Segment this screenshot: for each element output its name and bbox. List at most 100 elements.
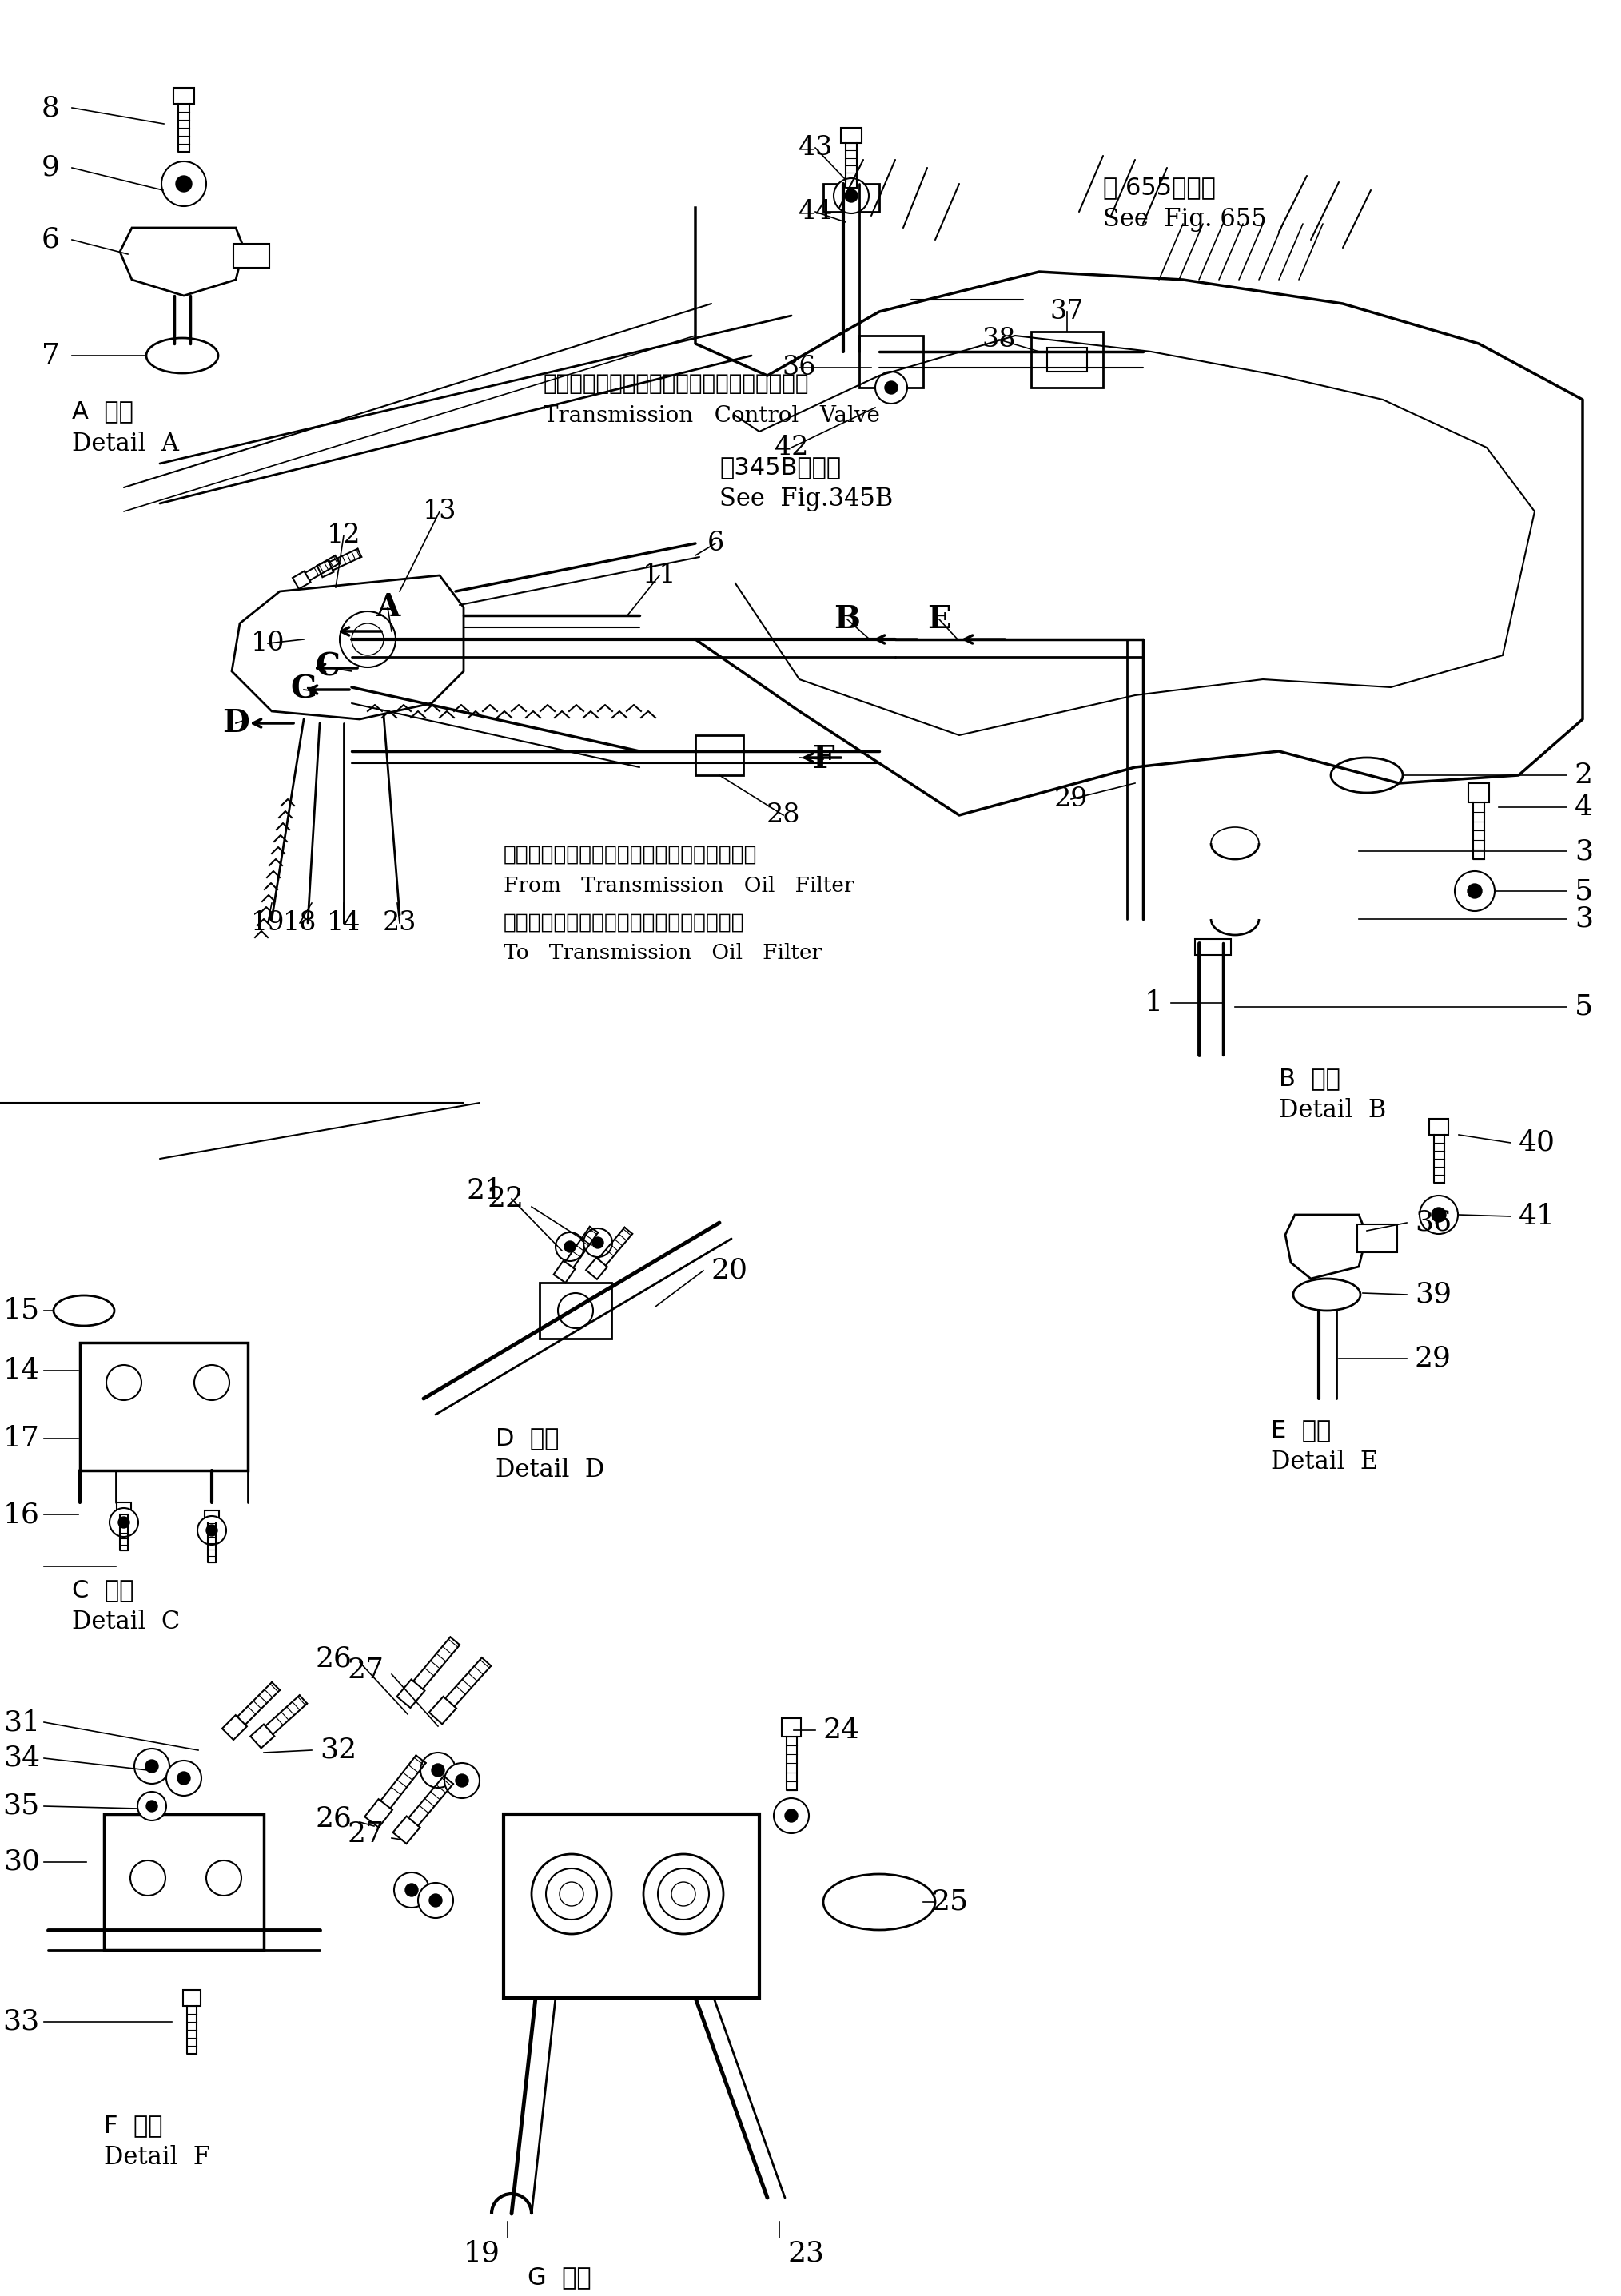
Circle shape	[456, 1775, 468, 1786]
Polygon shape	[292, 572, 311, 590]
Bar	[1195, 939, 1230, 955]
Polygon shape	[430, 1697, 457, 1724]
Circle shape	[340, 611, 396, 668]
Ellipse shape	[1294, 1279, 1360, 1311]
Ellipse shape	[53, 1295, 115, 1325]
Polygon shape	[120, 227, 243, 296]
Circle shape	[430, 1894, 443, 1906]
Text: 13: 13	[423, 498, 457, 523]
Text: 24: 24	[823, 1717, 861, 1743]
Text: D  詳細: D 詳細	[496, 1426, 559, 1451]
Circle shape	[177, 1773, 190, 1784]
Text: トランスミッション　オイル　フィルタへ: トランスミッション オイル フィルタへ	[504, 912, 744, 934]
Circle shape	[118, 1518, 130, 1529]
Circle shape	[130, 1860, 165, 1896]
Text: G  詳細: G 詳細	[527, 2266, 592, 2289]
Text: 7: 7	[42, 342, 60, 370]
Text: 42: 42	[775, 434, 809, 459]
Polygon shape	[173, 87, 195, 103]
Circle shape	[135, 1750, 170, 1784]
Text: 6: 6	[707, 530, 725, 556]
Polygon shape	[183, 1991, 201, 2007]
Circle shape	[1431, 1208, 1446, 1221]
Circle shape	[564, 1242, 575, 1251]
Text: 41: 41	[1519, 1203, 1556, 1231]
Circle shape	[644, 1855, 723, 1933]
Text: 30: 30	[3, 1848, 41, 1876]
Text: 35: 35	[3, 1793, 41, 1821]
Circle shape	[195, 1366, 230, 1401]
Bar	[1047, 347, 1088, 372]
Circle shape	[875, 372, 908, 404]
Text: 5: 5	[1574, 994, 1593, 1019]
Polygon shape	[781, 1717, 801, 1736]
Bar	[1031, 331, 1102, 388]
Circle shape	[885, 381, 898, 395]
Text: Detail  B: Detail B	[1279, 1097, 1386, 1123]
Text: C  詳細: C 詳細	[71, 1580, 135, 1603]
Text: 第 655図参照: 第 655図参照	[1102, 177, 1216, 200]
Circle shape	[546, 1869, 597, 1919]
Text: 14: 14	[327, 909, 360, 937]
Bar	[540, 1283, 611, 1339]
Circle shape	[833, 179, 869, 214]
Text: 6: 6	[42, 227, 60, 253]
Polygon shape	[222, 1715, 246, 1740]
Circle shape	[352, 622, 384, 654]
Text: 34: 34	[3, 1745, 41, 1773]
Text: 26: 26	[314, 1644, 352, 1671]
Text: 29: 29	[1054, 785, 1088, 813]
Text: C: C	[316, 652, 340, 682]
Circle shape	[146, 1800, 157, 1812]
Circle shape	[418, 1883, 454, 1917]
Circle shape	[420, 1752, 456, 1789]
Polygon shape	[318, 560, 334, 576]
Polygon shape	[1285, 1215, 1367, 1279]
Text: 27: 27	[347, 1821, 384, 1848]
Text: 31: 31	[3, 1708, 41, 1736]
Circle shape	[773, 1798, 809, 1832]
Circle shape	[671, 1883, 695, 1906]
Text: 19: 19	[251, 909, 285, 937]
Text: See  Fig. 655: See Fig. 655	[1102, 207, 1266, 232]
Text: 16: 16	[3, 1502, 41, 1529]
Circle shape	[592, 1238, 603, 1249]
Bar	[504, 1814, 759, 1998]
Text: E: E	[927, 604, 952, 634]
Text: トランスミッション　オイル　フィルタから: トランスミッション オイル フィルタから	[504, 845, 757, 866]
Circle shape	[206, 1525, 217, 1536]
Text: 3: 3	[1574, 838, 1593, 866]
Text: 23: 23	[383, 909, 417, 937]
Text: 44: 44	[799, 200, 832, 225]
Text: 21: 21	[467, 1178, 504, 1205]
Text: 19: 19	[464, 2241, 499, 2266]
Circle shape	[162, 161, 206, 207]
Circle shape	[785, 1809, 798, 1823]
Text: Detail  C: Detail C	[71, 1609, 180, 1635]
Bar	[695, 735, 744, 776]
Text: 4: 4	[1574, 794, 1593, 820]
Text: A: A	[376, 592, 400, 622]
Text: 9: 9	[42, 154, 60, 181]
Text: 32: 32	[319, 1736, 357, 1763]
Circle shape	[444, 1763, 480, 1798]
Circle shape	[110, 1508, 138, 1536]
Text: 5: 5	[1574, 877, 1593, 905]
Circle shape	[167, 1761, 201, 1795]
Text: 33: 33	[3, 2009, 41, 2037]
Text: 37: 37	[1050, 298, 1084, 324]
Text: G: G	[290, 675, 318, 705]
Polygon shape	[250, 1724, 274, 1747]
Circle shape	[146, 1759, 159, 1773]
Text: 40: 40	[1519, 1130, 1556, 1157]
Text: 14: 14	[3, 1357, 41, 1384]
Text: 20: 20	[712, 1258, 749, 1283]
Circle shape	[175, 177, 191, 193]
Circle shape	[138, 1791, 167, 1821]
Text: B  詳細: B 詳細	[1279, 1068, 1341, 1091]
Text: 17: 17	[3, 1426, 41, 1451]
Text: Detail  A: Detail A	[71, 432, 178, 457]
Text: トランスミッション　コントロール　バルブ: トランスミッション コントロール バルブ	[543, 372, 809, 395]
Text: 36: 36	[783, 356, 817, 381]
Text: 15: 15	[3, 1297, 41, 1325]
